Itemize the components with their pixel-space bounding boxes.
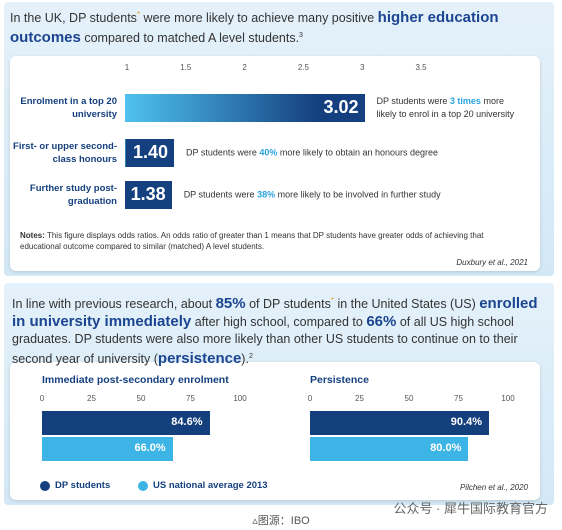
value-label: 3.02	[323, 97, 359, 117]
text-span: compared to matched A level students.	[80, 31, 300, 46]
text-span: after high school, compared to	[191, 315, 367, 330]
text-span: more likely to be involved in further st…	[275, 189, 441, 200]
value-label: 1.38	[130, 184, 166, 204]
x-tick-label: 75	[186, 394, 195, 403]
legend-label: US national average 2013	[153, 480, 268, 491]
text-span: were more likely to achieve many positiv…	[140, 11, 378, 26]
source: Duxbury et al., 2021	[456, 258, 528, 267]
bar: 84.6%	[42, 411, 210, 435]
x-tick-label: 3	[359, 63, 365, 72]
text-span: DP students were	[376, 96, 450, 106]
value-label: 66.0%	[134, 442, 166, 454]
heading: In line with previous research, about 85…	[12, 292, 542, 368]
notes: Notes: This figure displays odds ratios.…	[20, 230, 520, 252]
emphasis: 38%	[257, 190, 275, 200]
text-span: 3 times	[449, 96, 481, 106]
notes-label: Notes:	[20, 231, 45, 240]
text-span: 66%	[366, 313, 397, 331]
emphasis: 3 times	[450, 96, 481, 106]
value-label: 90.4%	[450, 416, 482, 428]
x-tick-label: 0	[39, 394, 45, 403]
annotation: DP students were 3 times more likely to …	[377, 95, 522, 121]
text-span: *	[136, 10, 141, 19]
value-label: 84.6%	[171, 416, 203, 428]
text-span: 3	[299, 32, 303, 40]
x-tick-label: 0	[307, 394, 313, 403]
emphasis: 40%	[259, 148, 277, 158]
text-span: of DP students	[245, 297, 331, 312]
text-span: 2	[248, 353, 253, 361]
x-tick-label: 1.5	[180, 63, 192, 72]
text-span: 38%	[257, 189, 276, 200]
text-span: in the United States (US)	[334, 297, 480, 312]
x-tick-label: 1	[124, 63, 130, 72]
x-tick-label: 50	[136, 394, 146, 403]
bar: 1.40	[125, 139, 175, 167]
bar: 90.4%	[310, 411, 489, 435]
bar: 66.0%	[42, 437, 173, 461]
legend-marker	[40, 481, 50, 491]
text-span: DP students were	[186, 147, 260, 158]
text-span: enrolled in university immediately	[12, 295, 538, 331]
text-span: more likely to obtain an honours degree	[277, 147, 439, 158]
bar: 80.0%	[310, 437, 469, 461]
category-label: First- or upper second-class honours	[13, 141, 117, 165]
heading: In the UK, DP students* were more likely…	[10, 6, 540, 47]
legend-marker	[138, 481, 148, 491]
source: Pilchen et al., 2020	[459, 483, 528, 492]
category-label: Enrolment in a top 20 university	[20, 96, 117, 120]
x-tick-label: 50	[404, 394, 414, 403]
text-span: DP students were	[183, 189, 258, 200]
facet-title: Persistence	[310, 374, 369, 386]
bar: 1.38	[125, 181, 172, 209]
text-span: 40%	[259, 147, 278, 158]
x-tick-label: 2.5	[297, 63, 309, 72]
text-span: of all US high school graduates. DP stud…	[12, 315, 518, 367]
text-span: Notes:	[20, 231, 45, 240]
value-label: 1.40	[132, 142, 169, 162]
x-tick-label: 75	[454, 394, 463, 403]
watermark: 公众号 · 犀牛国际教育官方	[393, 501, 548, 516]
facet-title: Immediate post-secondary enrolment	[42, 374, 229, 386]
bar: 3.02	[125, 94, 365, 122]
text-span: more likely to enrol in a top 20 univers…	[376, 96, 515, 119]
card	[10, 56, 540, 271]
x-tick-label: 25	[355, 394, 364, 403]
text-span: persistence	[157, 350, 242, 368]
value-label: 80.0%	[430, 442, 462, 454]
text-span: ).	[241, 352, 249, 367]
text-span: 85%	[215, 295, 246, 313]
text-span: This figure displays odds ratios. An odd…	[20, 231, 484, 251]
legend-label: DP students	[55, 480, 111, 491]
text-span: In line with previous research, about	[12, 297, 216, 312]
x-tick-label: 3.5	[415, 63, 427, 72]
x-tick-label: 25	[87, 394, 96, 403]
x-tick-label: 100	[501, 394, 515, 403]
text-span: higher education outcomes	[10, 9, 499, 47]
annotation: DP students were 38% more likely to be i…	[184, 189, 524, 202]
x-tick-label: 100	[233, 394, 247, 403]
text-span: In the UK, DP students	[10, 11, 137, 26]
annotation: DP students were 40% more likely to obta…	[186, 147, 526, 160]
text-span: *	[330, 296, 334, 305]
x-tick-label: 2	[242, 63, 247, 72]
category-label: Further study post-graduation	[29, 183, 117, 207]
caption: ▵图源：IBO	[252, 515, 310, 527]
